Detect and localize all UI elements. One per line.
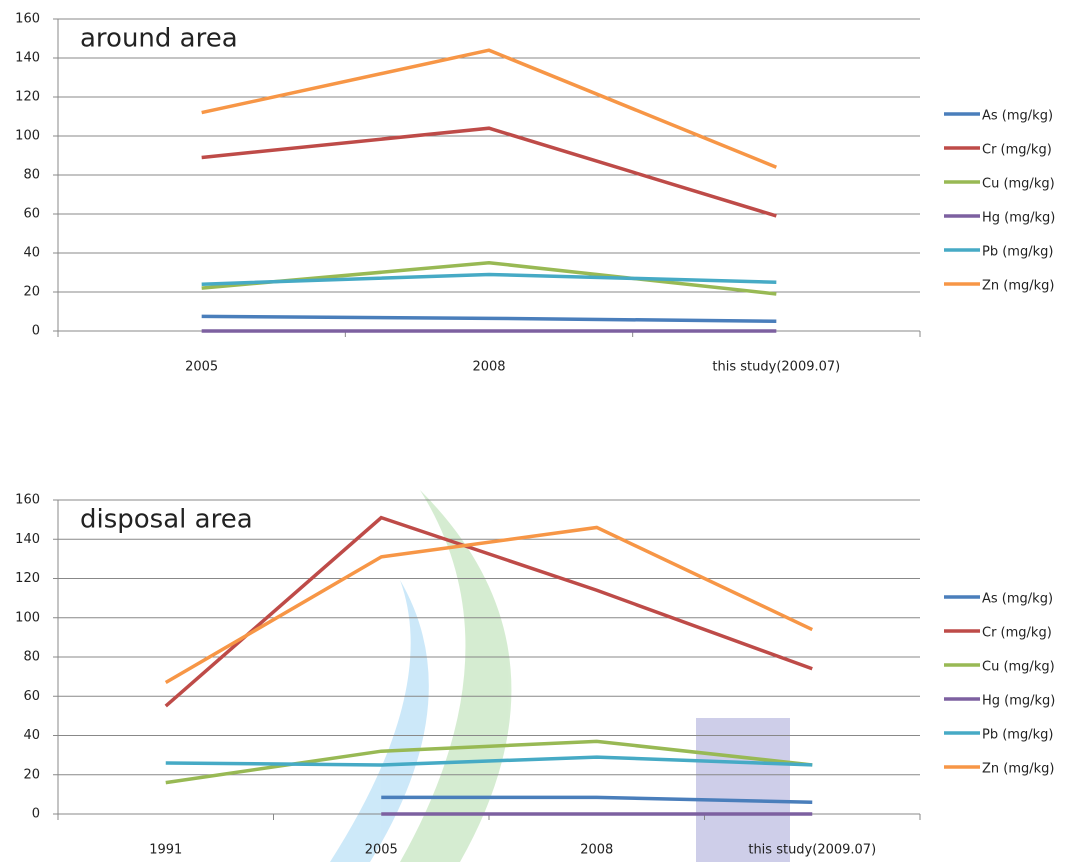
legend-label: Hg (mg/kg) (982, 211, 1055, 226)
series-line (164, 515, 813, 708)
legend-label: As (mg/kg) (982, 592, 1053, 607)
x-tick-label: this study(2009.07) (748, 843, 876, 858)
series-line (164, 525, 813, 685)
y-tick-label: 140 (15, 532, 40, 547)
series-line (201, 272, 777, 286)
legend-label: Zn (mg/kg) (982, 762, 1055, 777)
y-tick-label: 60 (23, 689, 40, 704)
legend-label: Cr (mg/kg) (982, 143, 1052, 158)
y-tick-label: 20 (23, 767, 40, 782)
series-line (381, 795, 813, 804)
y-tick-label: 160 (15, 12, 40, 27)
y-tick-label: 0 (32, 807, 40, 822)
y-tick-label: 100 (15, 610, 40, 625)
series-line (165, 739, 813, 785)
legend-label: Pb (mg/kg) (982, 245, 1053, 260)
legend-label: Hg (mg/kg) (982, 694, 1055, 709)
chart-title: around area (80, 24, 238, 54)
legend-label: Cr (mg/kg) (982, 626, 1052, 641)
y-tick-label: 120 (15, 90, 40, 105)
y-tick-label: 80 (23, 168, 40, 183)
y-tick-label: 40 (23, 246, 40, 261)
y-tick-label: 0 (32, 324, 40, 339)
watermark (330, 490, 790, 862)
chart-title: disposal area (80, 505, 253, 535)
y-tick-label: 100 (15, 129, 40, 144)
y-tick-label: 160 (15, 493, 40, 508)
y-tick-label: 40 (23, 728, 40, 743)
legend-label: Cu (mg/kg) (982, 660, 1055, 675)
x-tick-label: 2005 (185, 360, 218, 375)
x-tick-label: 2008 (580, 843, 613, 858)
y-tick-label: 140 (15, 51, 40, 66)
legend-label: Cu (mg/kg) (982, 177, 1055, 192)
legend-label: Pb (mg/kg) (982, 728, 1053, 743)
legend-label: Zn (mg/kg) (982, 279, 1055, 294)
series-line (201, 314, 777, 323)
x-tick-label: 2008 (472, 360, 505, 375)
series-line (165, 755, 813, 767)
x-tick-label: 1991 (149, 843, 182, 858)
y-tick-label: 60 (23, 207, 40, 222)
series-line (201, 48, 777, 169)
x-tick-label: this study(2009.07) (712, 360, 840, 375)
x-tick-label: 2005 (365, 843, 398, 858)
series-line (201, 126, 777, 218)
y-tick-label: 120 (15, 571, 40, 586)
y-tick-label: 80 (23, 650, 40, 665)
y-tick-label: 20 (23, 285, 40, 300)
legend-label: As (mg/kg) (982, 109, 1053, 124)
